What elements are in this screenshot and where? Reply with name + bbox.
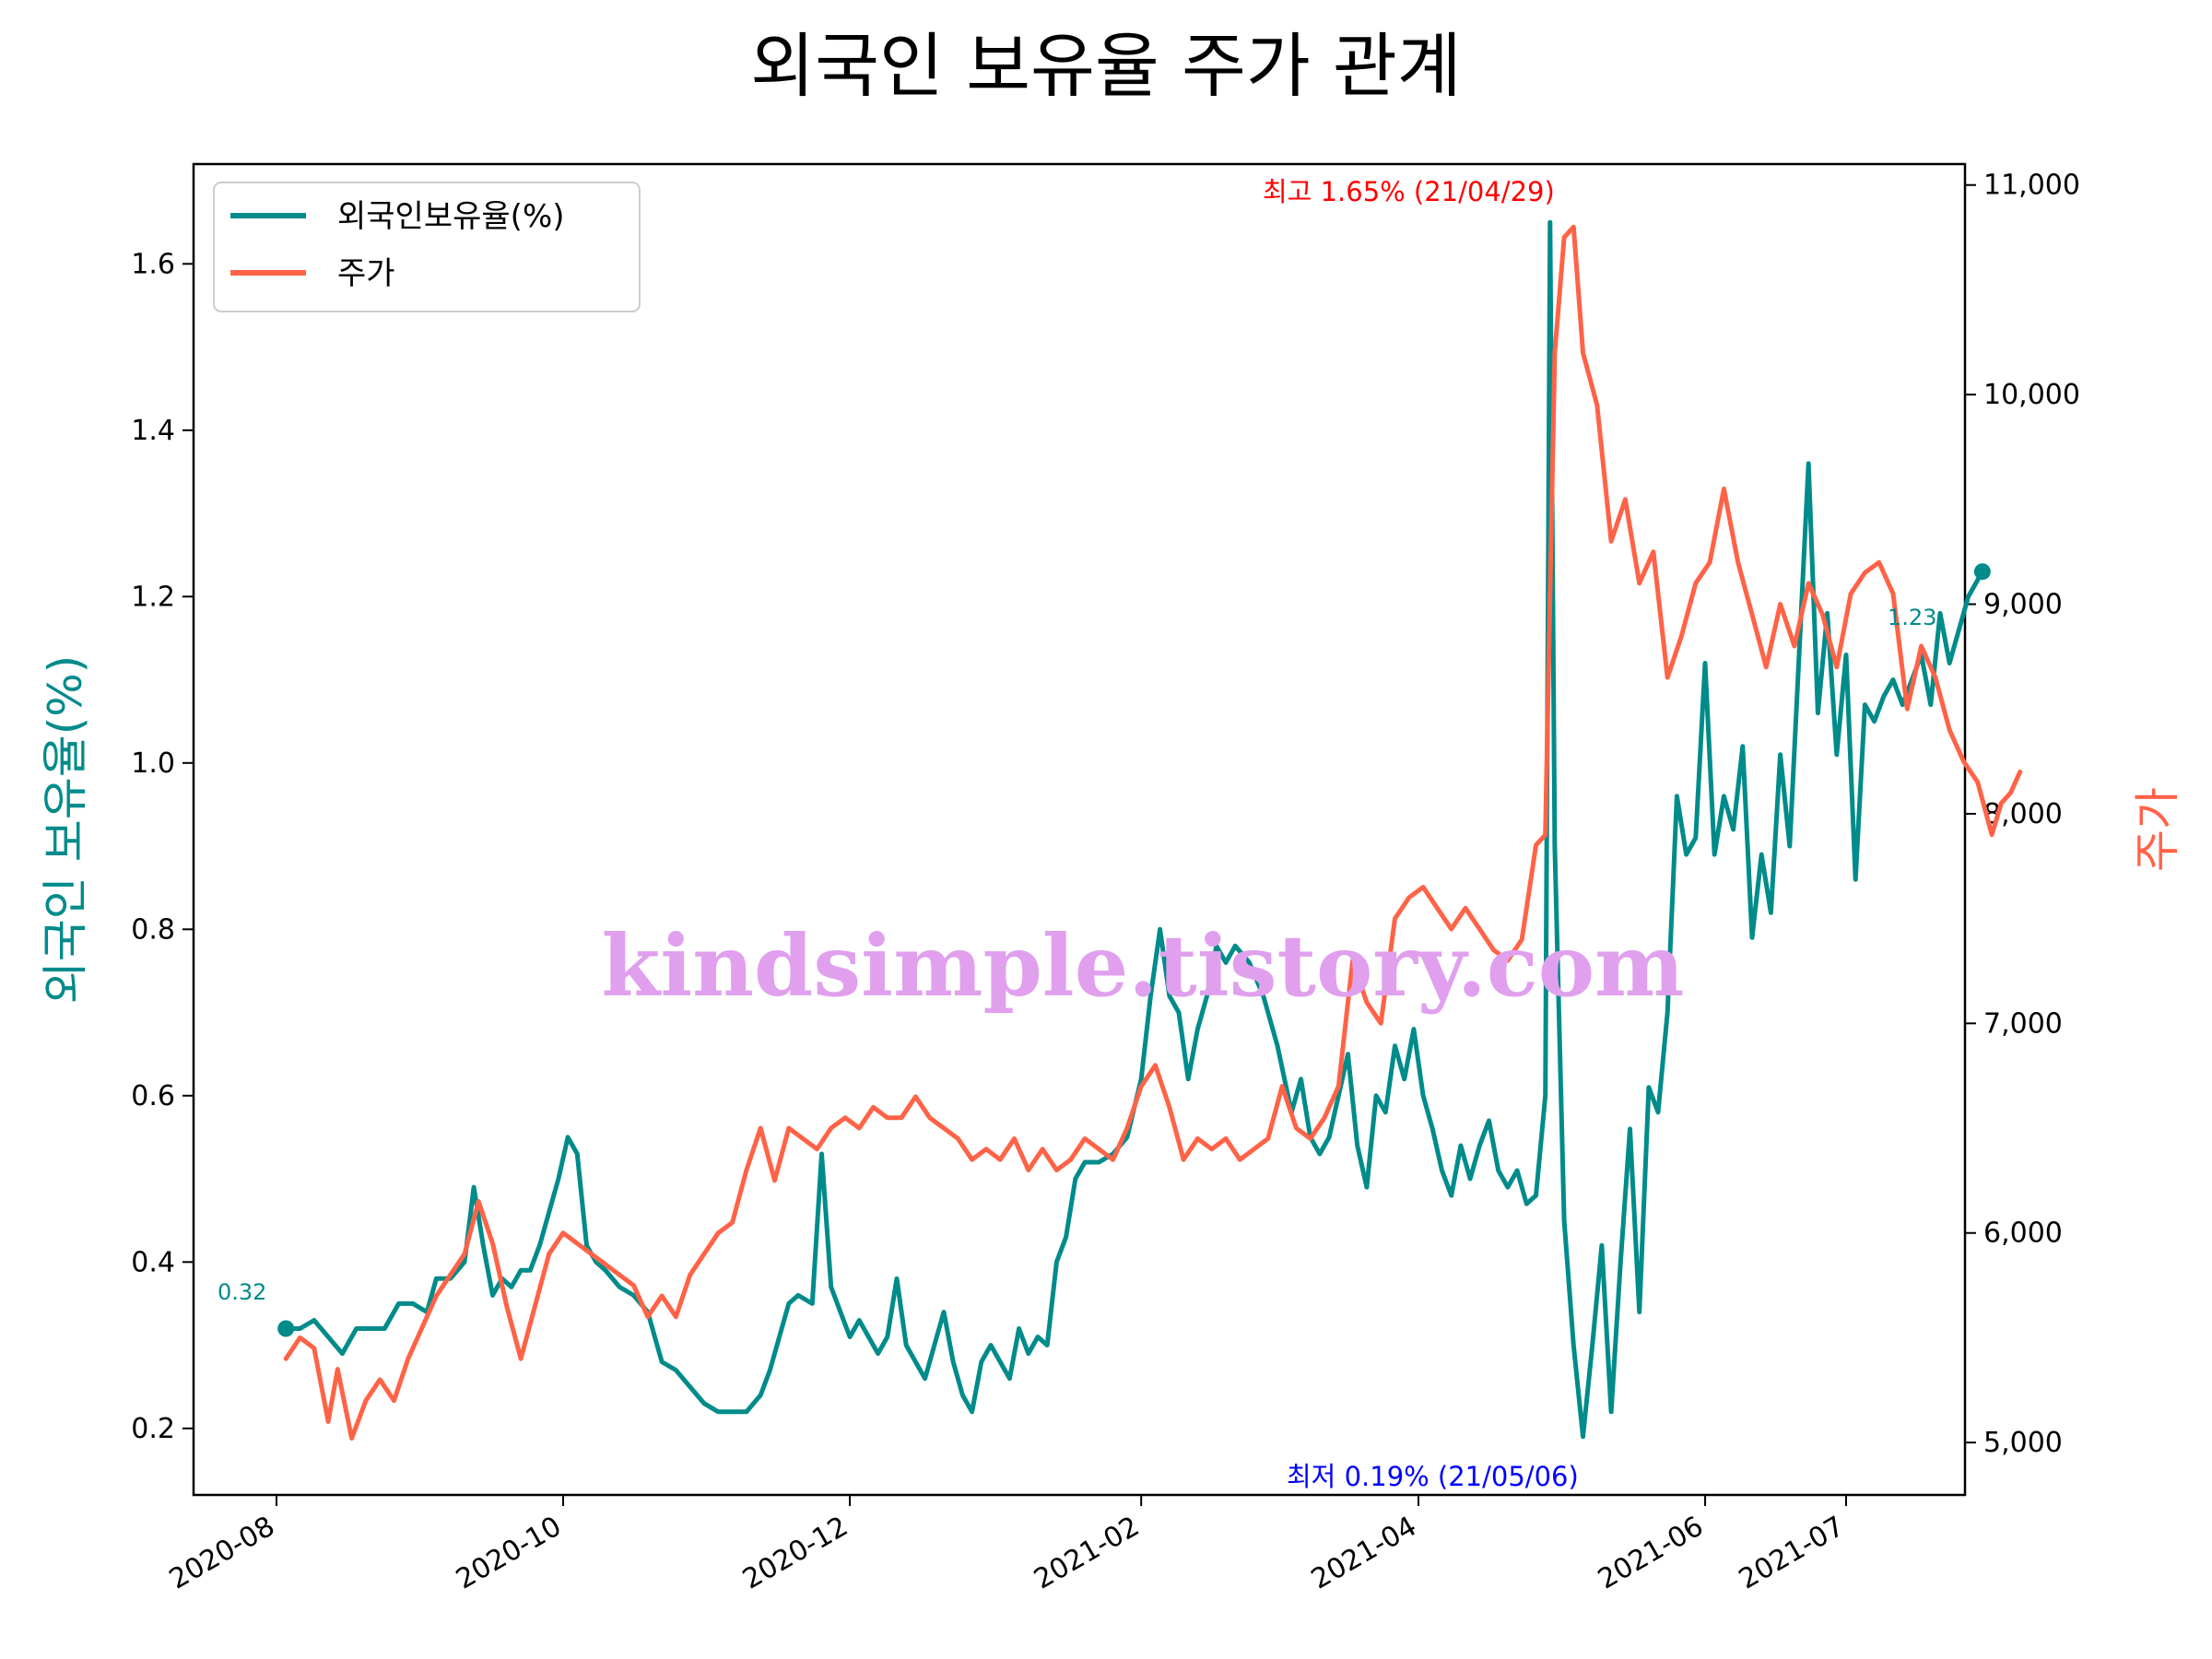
left-tick-label: 0.4 — [131, 1246, 175, 1278]
plot-area-frame — [192, 162, 1967, 1497]
left-tick-label: 0.2 — [131, 1413, 175, 1445]
legend-label-price: 주가 — [337, 255, 395, 292]
series-layer — [277, 219, 2023, 1441]
right-tick-label: 9,000 — [1983, 589, 2063, 621]
legend-label-holding: 외국인보유율(%) — [337, 198, 565, 235]
right-tick-label: 5,000 — [1983, 1427, 2063, 1459]
left-tick-label: 1.2 — [131, 581, 175, 613]
left-tick-label: 1.0 — [131, 747, 175, 780]
right-tick-label: 7,000 — [1983, 1007, 2063, 1040]
left-tick-label: 1.6 — [131, 248, 175, 280]
end-point-marker — [1973, 563, 1991, 581]
left-tick-label: 0.6 — [131, 1080, 175, 1112]
left-tick-label: 0.8 — [131, 913, 175, 946]
chart-title: 외국인 보유율 주가 관계 — [750, 25, 1462, 107]
min-annotation: 최저 0.19% (21/05/06) — [1287, 1461, 1579, 1492]
start-value-annotation: 0.32 — [218, 1279, 266, 1305]
start-point-marker — [277, 1320, 295, 1337]
legend-box — [213, 182, 641, 312]
stock-price-line — [283, 224, 2023, 1441]
watermark-text: kindsimple.tistory.com — [601, 916, 1684, 1016]
right-tick-label: 6,000 — [1983, 1218, 2063, 1250]
right-tick-label: 10,000 — [1983, 379, 2080, 411]
left-y-axis: 0.2 0.4 0.6 0.8 1.0 1.2 1.4 1.6 — [131, 248, 194, 1445]
left-tick-label: 1.4 — [131, 415, 175, 447]
legend: 외국인보유율(%) 주가 — [213, 182, 641, 312]
right-y-axis-label: 주가 — [2131, 787, 2184, 872]
holding-ratio-line — [283, 219, 1985, 1440]
right-tick-label: 11,000 — [1983, 170, 2080, 202]
max-annotation: 최고 1.65% (21/04/29) — [1263, 176, 1555, 207]
left-y-axis-label: 외국인 보유율(%) — [39, 655, 92, 1004]
end-value-annotation: 1.23 — [1888, 605, 1936, 630]
